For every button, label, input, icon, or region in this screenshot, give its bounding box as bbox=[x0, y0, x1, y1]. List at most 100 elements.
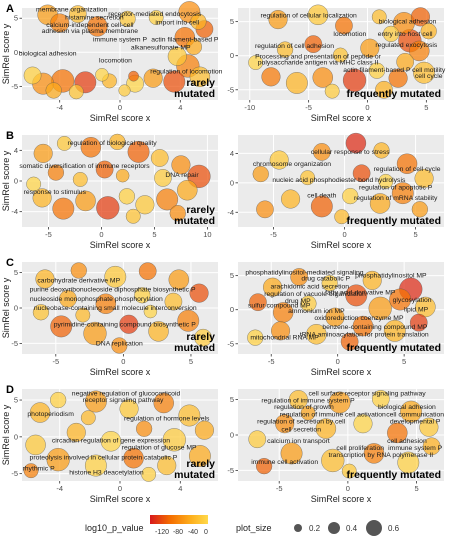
data-point bbox=[148, 321, 169, 342]
term-label: regulation of secretion by cell bbox=[257, 419, 346, 426]
data-point bbox=[157, 456, 177, 476]
data-point bbox=[156, 188, 179, 211]
term-label: oxidoreduction coenzyme MP bbox=[314, 315, 404, 322]
term-label: adhesion via plasma membrane bbox=[42, 28, 139, 35]
x-tick-label: 0 bbox=[336, 357, 340, 366]
data-point bbox=[128, 70, 139, 82]
data-point bbox=[154, 169, 172, 187]
term-label: regulated exocytosis bbox=[375, 42, 438, 49]
data-point bbox=[261, 67, 281, 87]
color-tick-label: -80 bbox=[173, 529, 183, 536]
term-label: regulation of biological quality bbox=[67, 140, 157, 147]
term-label: drug catabolic P bbox=[301, 275, 350, 282]
term-label: immune system P bbox=[388, 445, 442, 452]
y-axis-label: SimRel score y bbox=[1, 404, 11, 465]
data-point bbox=[269, 150, 289, 170]
term-label: regulation of apoptotic P bbox=[359, 184, 433, 191]
data-point bbox=[288, 390, 308, 410]
term-label: regulation of vacuole organization bbox=[264, 291, 366, 298]
term-label: cellular response to stress bbox=[311, 149, 391, 156]
data-point bbox=[290, 268, 308, 286]
x-tick-label: 5 bbox=[189, 357, 193, 366]
x-tick-label: -4 bbox=[56, 103, 63, 112]
data-point bbox=[194, 420, 214, 440]
term-label: receptor-mediated endocytosis bbox=[108, 11, 202, 18]
data-point bbox=[75, 190, 96, 212]
y-tick-label: 0 bbox=[14, 177, 18, 186]
data-point bbox=[23, 66, 42, 85]
term-label: pyrimidine-containing compound biosynthe… bbox=[54, 321, 197, 328]
data-point bbox=[100, 431, 122, 452]
term-label: regulation of cellular localization bbox=[260, 13, 357, 20]
data-point bbox=[150, 149, 169, 167]
data-point bbox=[382, 25, 400, 42]
data-point bbox=[171, 155, 191, 175]
data-point bbox=[29, 402, 51, 423]
chart-panel: regulation of biological quality somatic … bbox=[1, 130, 218, 250]
color-bar bbox=[150, 515, 208, 524]
legend: log10_p_value -120 -80 -40 0 plot_size 0… bbox=[85, 515, 400, 536]
term-label: calcium-independent cell-cell bbox=[46, 22, 134, 29]
size-key-label: 0.4 bbox=[346, 524, 358, 533]
term-label: biological adhesion bbox=[19, 51, 77, 58]
data-point bbox=[109, 133, 126, 150]
term-label: entry into host cell bbox=[378, 31, 433, 38]
data-point bbox=[47, 164, 64, 181]
y-tick-label: -5 bbox=[11, 339, 18, 348]
color-legend-title: log10_p_value bbox=[85, 523, 144, 533]
y-tick-label: 0 bbox=[230, 51, 234, 60]
term-label: histone H3 deacetylation bbox=[69, 469, 144, 476]
data-point bbox=[363, 443, 385, 464]
x-tick-label: -4 bbox=[56, 484, 63, 493]
data-point bbox=[372, 390, 390, 408]
data-point bbox=[383, 319, 406, 342]
term-label: response to stimulus bbox=[24, 189, 87, 196]
term-label: nucleoside monophosphate phosphorylation bbox=[30, 296, 163, 303]
data-point bbox=[312, 67, 333, 88]
y-tick-label: -5 bbox=[11, 469, 18, 478]
data-point bbox=[119, 399, 139, 419]
x-axis-label: SimRel score x bbox=[311, 494, 372, 504]
data-point bbox=[397, 451, 420, 474]
data-point bbox=[46, 448, 70, 472]
data-point bbox=[72, 172, 88, 187]
data-point bbox=[69, 5, 87, 23]
x-axis-label: SimRel score x bbox=[311, 367, 372, 377]
term-label: actin filament-based P bbox=[343, 67, 411, 74]
data-point bbox=[75, 307, 91, 323]
data-point bbox=[248, 430, 267, 449]
term-label: mitochondrial RNA MP bbox=[250, 335, 319, 342]
data-point bbox=[162, 428, 186, 452]
data-point bbox=[306, 324, 327, 345]
y-tick-label: -4 bbox=[227, 208, 234, 217]
term-label: immune system P bbox=[93, 36, 147, 43]
x-tick-label: -5 bbox=[305, 103, 312, 112]
data-point bbox=[134, 287, 151, 304]
term-label: locomotion bbox=[99, 58, 132, 65]
color-tick-label: -120 bbox=[155, 529, 169, 536]
data-point bbox=[275, 414, 295, 434]
term-label: DNA replication bbox=[96, 341, 143, 348]
data-point bbox=[148, 10, 164, 25]
data-point bbox=[80, 410, 96, 426]
chart-panel: cellular response to stress chromosome or… bbox=[227, 132, 444, 250]
term-label: regulation of growth bbox=[274, 404, 334, 411]
data-point bbox=[248, 55, 264, 70]
term-label: immune cell activation bbox=[251, 459, 318, 466]
data-point bbox=[420, 23, 437, 40]
data-point bbox=[59, 290, 77, 308]
data-point bbox=[141, 467, 157, 482]
data-point bbox=[83, 321, 107, 346]
mutation-tag: mutated bbox=[174, 469, 215, 481]
term-label: transcription by RNA polymerase II bbox=[329, 452, 434, 459]
term-label: biological adhesion bbox=[379, 19, 437, 26]
x-tick-label: 0 bbox=[118, 484, 122, 493]
x-tick-label: 0 bbox=[365, 103, 369, 112]
data-point bbox=[249, 293, 267, 311]
size-legend-title: plot_size bbox=[236, 523, 272, 533]
data-point bbox=[50, 315, 73, 338]
term-label: benzene-containing compound MP bbox=[322, 324, 428, 331]
panel-letter: B bbox=[6, 130, 14, 142]
